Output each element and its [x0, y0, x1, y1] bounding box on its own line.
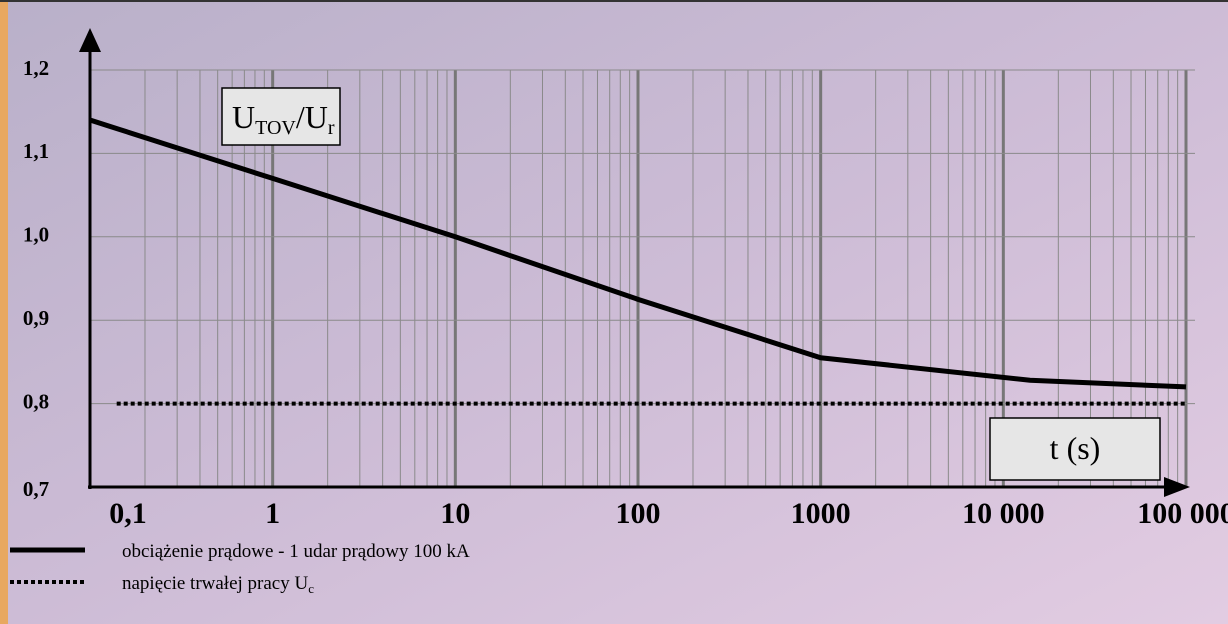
x-tick-label: 10 000 — [962, 497, 1045, 530]
y-tick-label: 0,8 — [23, 389, 49, 413]
x-tick-label: 1000 — [791, 497, 851, 530]
x-tick-label: 100 000 — [1137, 497, 1228, 530]
legend-sub: c — [308, 581, 314, 596]
x-tick-label: 0,1 — [109, 497, 147, 530]
y-tick-label: 1,1 — [23, 139, 49, 163]
y-tick-label: 0,7 — [23, 477, 49, 501]
chart: UTOV/Ur t (s) obciążenie prądowe - 1 uda… — [0, 0, 1228, 624]
y-tick-label: 0,9 — [23, 306, 49, 330]
x-tick-label: 100 — [616, 497, 661, 530]
side-strip — [0, 0, 8, 624]
legend-text: obciążenie prądowe - 1 udar prądowy 100 … — [122, 541, 470, 562]
background — [0, 0, 1228, 624]
y-tick-label: 1,0 — [23, 223, 49, 247]
y-tick-label: 1,2 — [23, 56, 49, 80]
x-tick-label: 10 — [440, 497, 470, 530]
legend-label: obciążenie prądowe - 1 udar prądowy 100 … — [122, 541, 470, 562]
x-tick-label: 1 — [265, 497, 280, 530]
x-label: t (s) — [1050, 430, 1101, 466]
legend-label: napięcie trwałej pracy Uc — [122, 573, 314, 596]
legend-text: napięcie trwałej pracy U — [122, 573, 308, 594]
